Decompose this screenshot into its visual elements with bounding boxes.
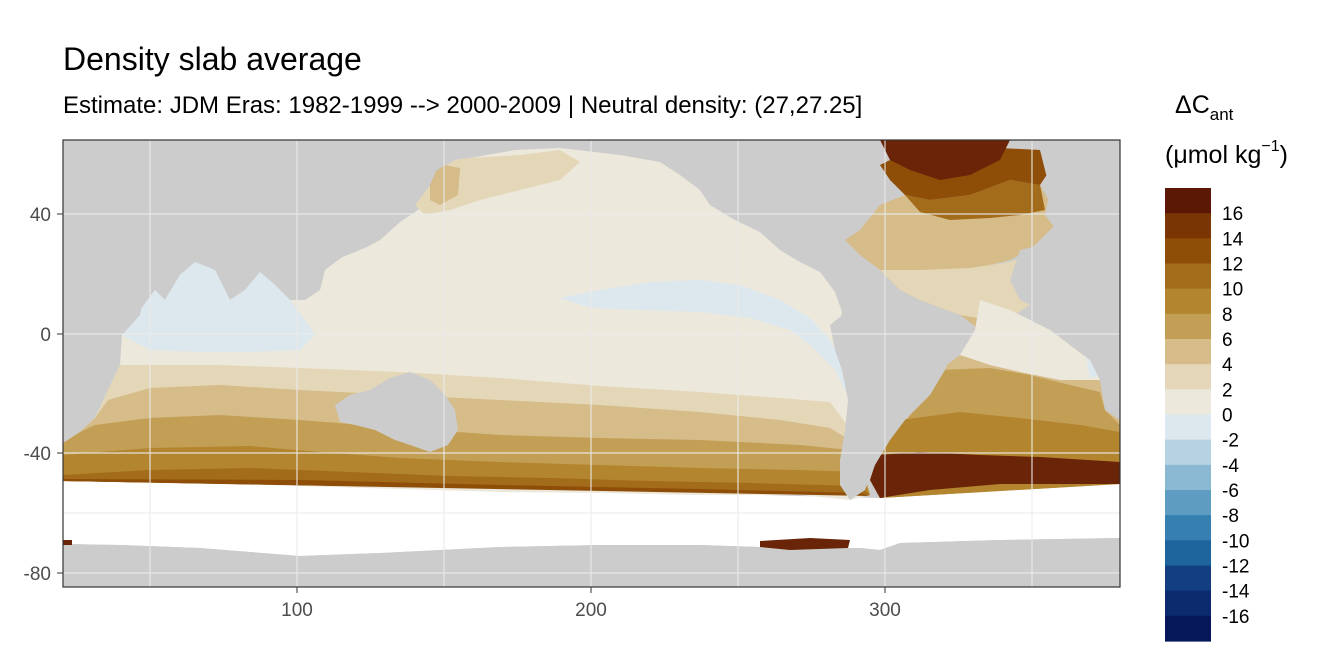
legend-title-main: ΔC	[1175, 91, 1210, 119]
legend-tick-label: 14	[1222, 229, 1244, 250]
x-tick-label: 100	[281, 600, 313, 621]
west-coast-strip	[63, 540, 72, 545]
legend-tick-label: -2	[1222, 431, 1239, 452]
legend-tick-label: 0	[1222, 406, 1233, 427]
legend-swatch	[1165, 590, 1211, 617]
atlantic-subtropical-tan	[880, 255, 1040, 320]
legend-swatch	[1165, 389, 1211, 416]
legend-tick-label: 2	[1222, 380, 1233, 401]
asia-east	[63, 140, 560, 295]
europe	[1040, 140, 1120, 245]
legend-tick-label: 8	[1222, 305, 1233, 326]
x-tick-label: 300	[869, 600, 901, 621]
legend-tick-label: 10	[1222, 280, 1243, 301]
band-12	[63, 468, 870, 495]
legend-tick-label: -8	[1222, 506, 1239, 527]
legend-unit-sup: −1	[1261, 138, 1279, 155]
legend-tick-label: -14	[1222, 582, 1250, 603]
north-atlantic-band-12	[905, 180, 1045, 220]
y-tick-label: 40	[30, 205, 51, 226]
legend-unit: (μmol kg−1)	[1165, 138, 1288, 169]
x-axis: 100 200 300	[281, 587, 901, 621]
y-tick-label: 0	[40, 325, 51, 346]
legend-tick-label: -12	[1222, 557, 1249, 578]
legend-tick-label: -4	[1222, 456, 1239, 477]
legend-swatch	[1165, 414, 1211, 441]
legend-tick-label: -16	[1222, 607, 1249, 628]
weddell-coast-strip	[760, 538, 850, 550]
legend-tick-label: -10	[1222, 531, 1249, 552]
legend-tick-label: -6	[1222, 481, 1239, 502]
south-atlantic-band-16	[870, 452, 1120, 498]
y-tick-label: -80	[24, 564, 51, 585]
legend-swatch	[1165, 464, 1211, 491]
legend-title-sub: ant	[1210, 105, 1234, 124]
gridlines	[63, 140, 1120, 587]
legend-tick-label: 16	[1222, 204, 1243, 225]
legend-swatch	[1165, 515, 1211, 541]
legend-swatches	[1165, 188, 1211, 642]
legend-unit-close: )	[1280, 141, 1288, 169]
legend-swatch	[1165, 439, 1211, 466]
south-america	[830, 300, 955, 500]
legend-swatch	[1165, 288, 1211, 315]
y-axis: 40 0 -40 -80	[24, 205, 63, 585]
band-14	[63, 479, 870, 496]
y-tick-label: -40	[24, 444, 51, 465]
legend-swatch	[1165, 490, 1211, 516]
chart-subtitle: Estimate: JDM Eras: 1982-1999 --> 2000-2…	[63, 92, 863, 119]
atlantic-tropical-light	[960, 300, 1100, 380]
north-atlantic-band-16	[880, 140, 1010, 180]
legend-swatch	[1165, 188, 1211, 214]
legend-swatch	[1165, 339, 1211, 365]
indian-negative	[122, 262, 315, 352]
legend-swatch	[1165, 313, 1211, 340]
legend-swatch	[1165, 615, 1211, 642]
africa-west	[63, 248, 145, 440]
equatorial-pacific-negative	[560, 280, 860, 420]
legend-swatch	[1165, 263, 1211, 290]
colorbar-legend: ΔCant (μmol kg−1) 16 14 12 10 8 6 4 2 0 -2 -4 -6 -8 -…	[1165, 91, 1288, 642]
map-panel	[63, 140, 1120, 587]
chart-title: Density slab average	[63, 41, 362, 77]
legend-tick-label: 4	[1222, 355, 1233, 376]
legend-title: ΔCant	[1175, 91, 1234, 124]
australia	[335, 372, 458, 452]
north-pacific-tan	[415, 150, 580, 215]
kamchatka-tan	[430, 165, 460, 205]
legend-tick-label: 6	[1222, 330, 1233, 351]
africa	[1010, 240, 1120, 420]
legend-swatch	[1165, 565, 1211, 592]
legend-swatch	[1165, 540, 1211, 567]
legend-swatch	[1165, 364, 1211, 390]
legend-swatch	[1165, 213, 1211, 239]
legend-swatch	[1165, 238, 1211, 265]
legend-tick-label: 12	[1222, 255, 1243, 276]
x-tick-label: 200	[575, 600, 607, 621]
legend-labels: 16 14 12 10 8 6 4 2 0 -2 -4 -6 -8 -10 -12 -14 -16	[1222, 204, 1250, 628]
legend-unit-open: (μmol kg	[1165, 141, 1261, 169]
